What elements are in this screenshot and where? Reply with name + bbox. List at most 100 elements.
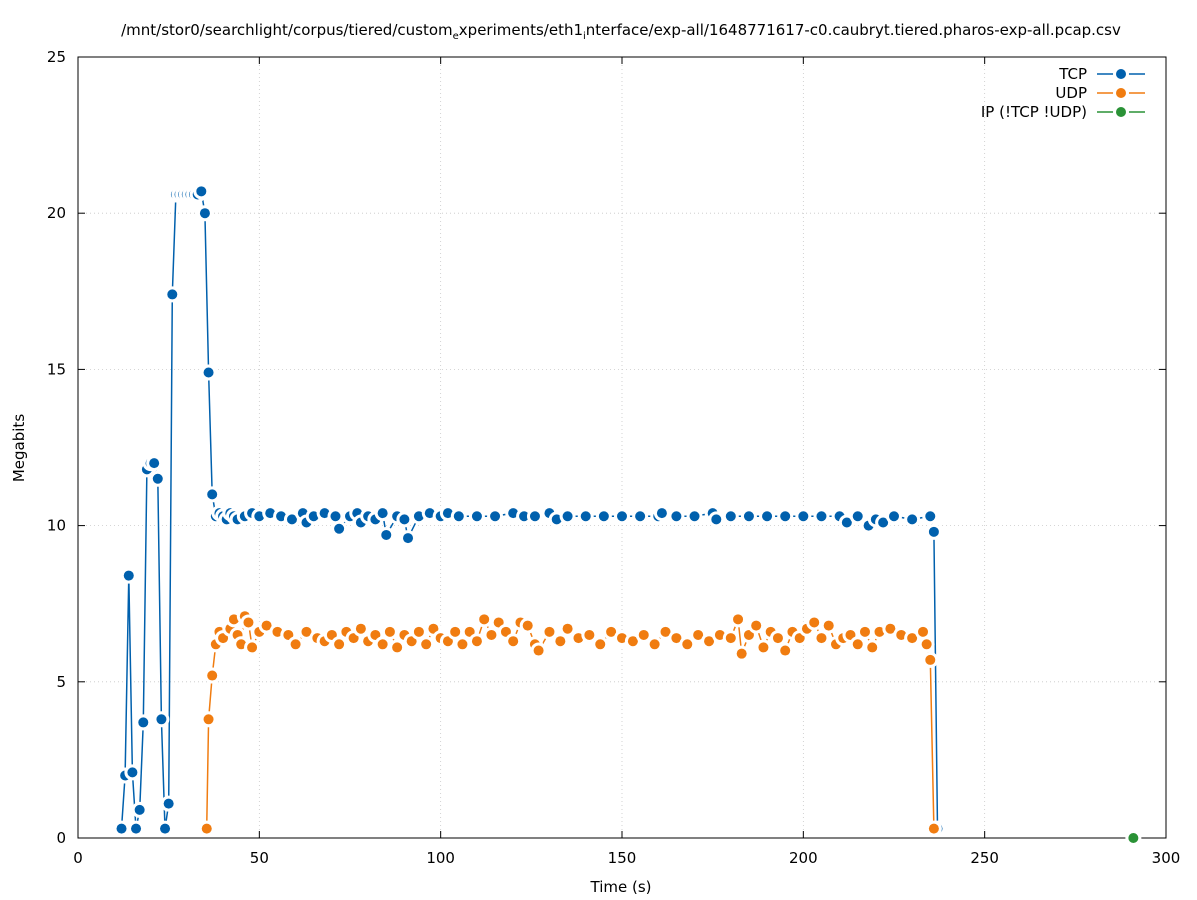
data-point: [381, 529, 392, 540]
data-point: [689, 511, 700, 522]
data-point: [606, 626, 617, 637]
data-point: [907, 633, 918, 644]
data-point: [127, 767, 138, 778]
data-point: [254, 511, 265, 522]
data-point: [562, 623, 573, 634]
data-point: [867, 642, 878, 653]
data-point: [896, 629, 907, 640]
legend-label: TCP: [1058, 65, 1087, 83]
data-point: [286, 514, 297, 525]
data-point: [116, 823, 127, 834]
data-point: [682, 639, 693, 650]
data-point: [207, 489, 218, 500]
y-axis-label: Megabits: [10, 414, 28, 482]
chart-title: /mnt/stor0/searchlight/corpus/tiered/cus…: [121, 21, 1121, 42]
data-point: [490, 511, 501, 522]
series-ip-tcp-udp: [1125, 830, 1142, 846]
series-tcp: [113, 183, 946, 837]
data-point: [290, 639, 301, 650]
title-part: nterface/exp-all/1648771617-c0.caubryt.t…: [586, 21, 1121, 39]
y-tick-label: 25: [47, 48, 66, 66]
data-point: [907, 514, 918, 525]
data-point: [442, 508, 453, 519]
data-point: [319, 508, 330, 519]
data-point: [156, 714, 167, 725]
data-point: [203, 714, 214, 725]
data-point: [656, 508, 667, 519]
data-point: [736, 648, 747, 659]
data-point: [406, 636, 417, 647]
data-point: [428, 623, 439, 634]
series: [113, 183, 1142, 846]
x-tick-label: 300: [1152, 849, 1181, 867]
data-point: [809, 617, 820, 628]
data-point: [276, 511, 287, 522]
data-point: [131, 823, 142, 834]
data-point: [384, 626, 395, 637]
x-tick-label: 0: [73, 849, 83, 867]
data-point: [236, 639, 247, 650]
data-point: [921, 639, 932, 650]
data-point: [486, 629, 497, 640]
data-point: [134, 804, 145, 815]
data-point: [413, 626, 424, 637]
data-point: [392, 642, 403, 653]
data-point: [163, 798, 174, 809]
data-point: [508, 636, 519, 647]
data-point: [479, 614, 490, 625]
data-point: [261, 620, 272, 631]
data-point: [424, 508, 435, 519]
data-point: [377, 508, 388, 519]
legend-label: UDP: [1055, 84, 1087, 102]
data-point: [845, 629, 856, 640]
data-point: [207, 670, 218, 681]
data-point: [925, 654, 936, 665]
data-point: [160, 823, 171, 834]
data-point: [196, 186, 207, 197]
data-point: [573, 633, 584, 644]
y-tick-label: 10: [47, 517, 66, 535]
data-point: [334, 639, 345, 650]
data-point: [925, 511, 936, 522]
data-point: [704, 636, 715, 647]
data-point: [627, 636, 638, 647]
data-point: [265, 508, 276, 519]
title-part: /mnt/stor0/searchlight/corpus/tiered/cus…: [121, 21, 453, 39]
data-point: [617, 511, 627, 522]
grid: [78, 57, 1166, 838]
data-point: [762, 511, 773, 522]
data-point: [928, 526, 939, 537]
data-point: [308, 511, 319, 522]
data-point: [500, 626, 511, 637]
data-point: [1128, 833, 1139, 843]
data-point: [149, 458, 160, 469]
data-point: [711, 514, 722, 525]
title-part: e: [453, 31, 459, 42]
axis-ticks: 0 50 100 150 200 250 300 0 5 10 15 20 25: [47, 48, 1180, 867]
data-point: [725, 511, 736, 522]
data-point: [816, 511, 827, 522]
y-tick-label: 5: [56, 673, 66, 691]
data-point: [859, 626, 870, 637]
data-point: [370, 629, 381, 640]
data-point: [355, 623, 366, 634]
data-point: [301, 626, 312, 637]
data-point: [649, 639, 660, 650]
y-tick-label: 0: [56, 829, 66, 847]
legend-label: IP (!TCP !UDP): [981, 103, 1087, 121]
data-point: [348, 633, 359, 644]
data-point: [533, 645, 544, 656]
data-point: [243, 617, 254, 628]
data-point: [598, 511, 609, 522]
data-point: [326, 629, 337, 640]
y-tick-label: 15: [47, 360, 66, 378]
data-point: [780, 645, 791, 656]
y-tick-label: 20: [47, 204, 66, 222]
data-point: [617, 633, 627, 644]
x-tick-label: 250: [970, 849, 999, 867]
data-point: [228, 614, 239, 625]
data-point: [823, 620, 834, 631]
title-part: i: [583, 31, 586, 42]
data-point: [841, 517, 852, 528]
